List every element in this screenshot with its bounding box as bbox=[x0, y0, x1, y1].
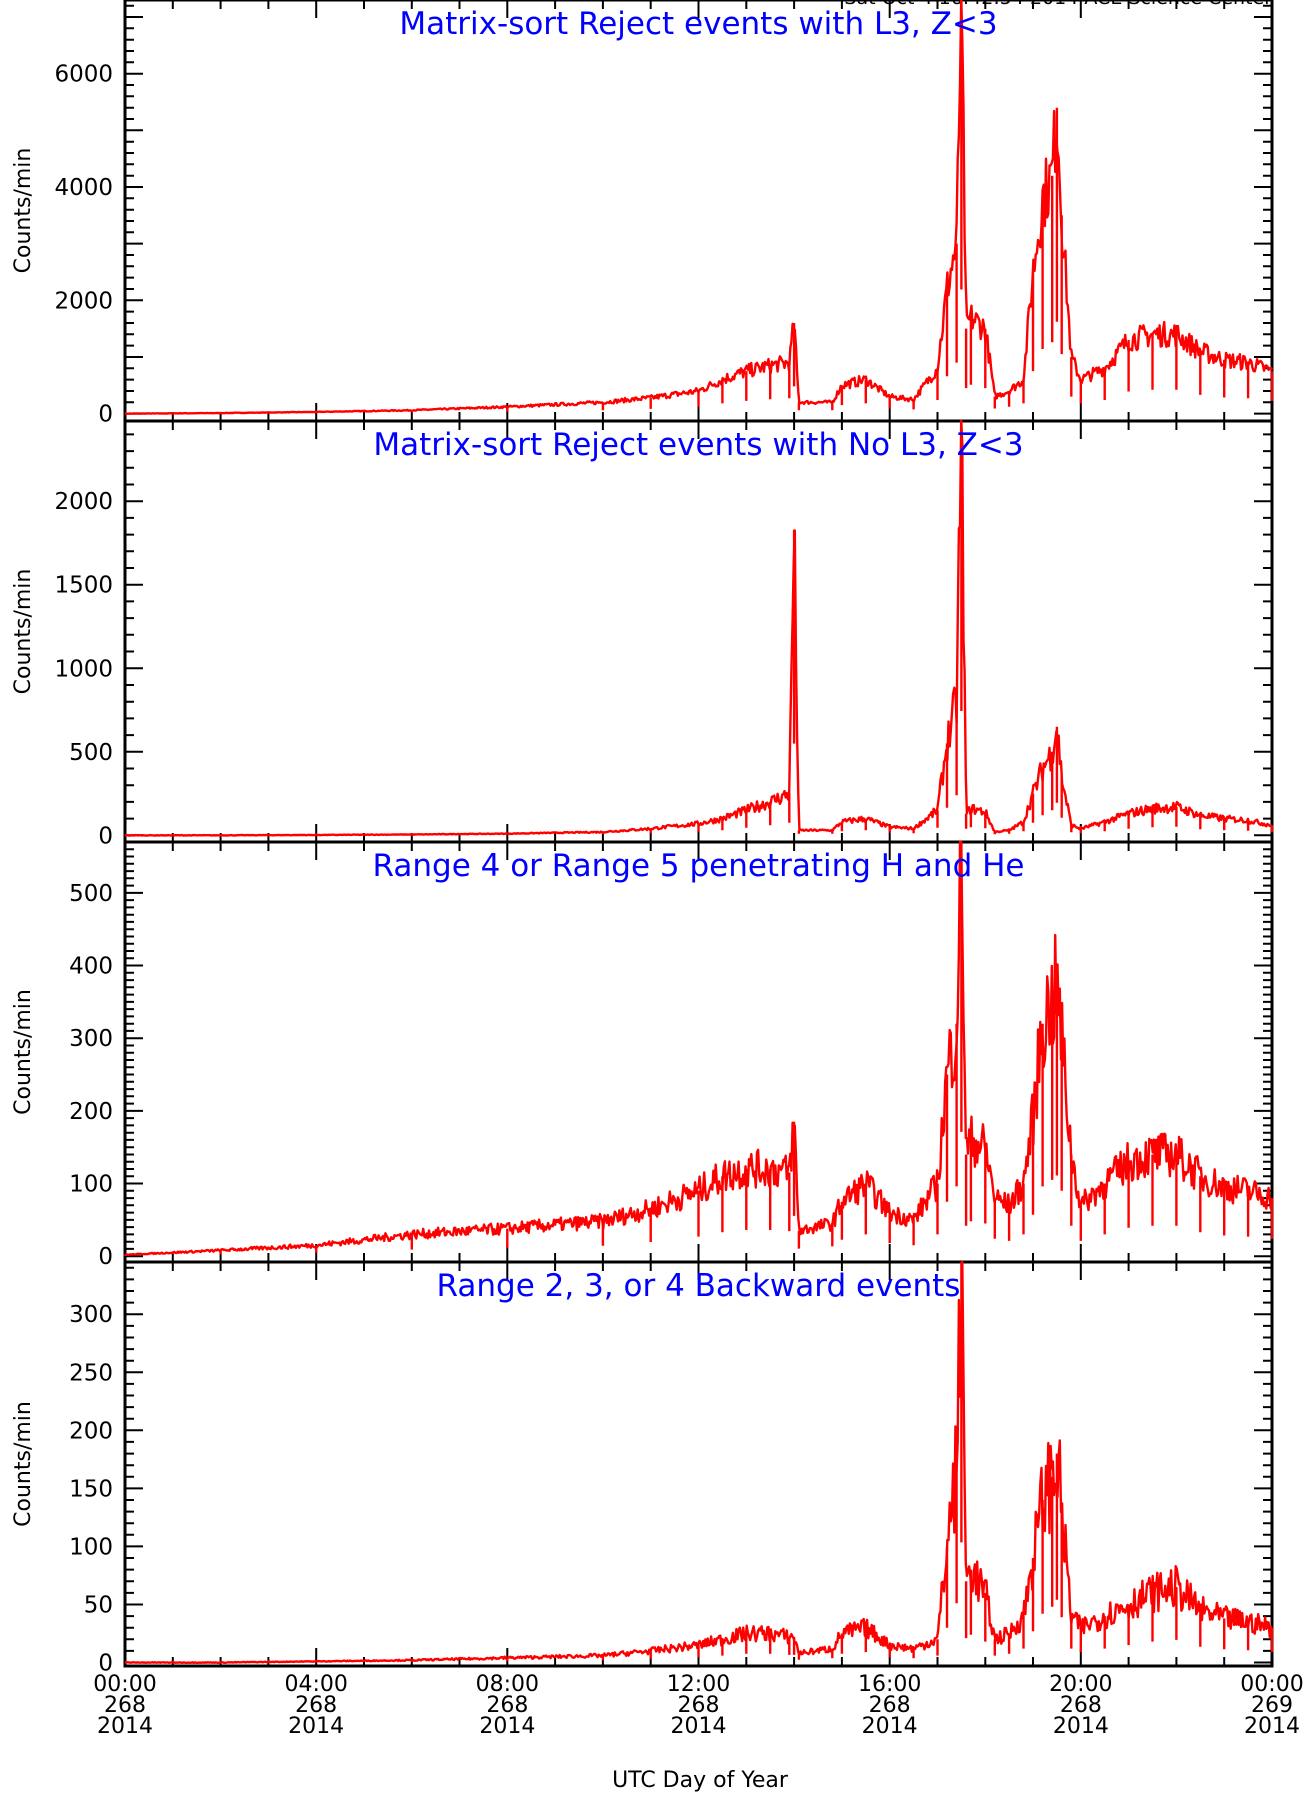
y-tick-label: 400 bbox=[69, 954, 113, 980]
x-tick-text: 268 bbox=[869, 1693, 911, 1718]
chart-panel-2: 0 500 1000 1500 2000 Counts/min Matrix-sort Re… bbox=[11, 419, 1274, 849]
y-tick-label: 300 bbox=[69, 1302, 113, 1328]
y-axis-label: Counts/min bbox=[11, 569, 36, 695]
y-tick-label: 100 bbox=[69, 1534, 113, 1560]
x-tick-text: 269 bbox=[1251, 1693, 1293, 1718]
y-tick-label: 150 bbox=[69, 1476, 113, 1502]
x-tick-text: 16:00 bbox=[858, 1672, 921, 1697]
plot-frame bbox=[123, 0, 1274, 423]
y-tick-label: 0 bbox=[98, 1244, 113, 1270]
y-tick-label: 1500 bbox=[54, 573, 113, 599]
series-peaks bbox=[315, 1262, 1274, 1663]
y-tick-label: 300 bbox=[69, 1026, 113, 1052]
y-tick-label: 200 bbox=[69, 1418, 113, 1444]
series-peaks bbox=[219, 0, 1274, 414]
y-tick-label: 2000 bbox=[54, 489, 113, 515]
y-tick-label: 6000 bbox=[54, 62, 113, 88]
x-tick-text: 2014 bbox=[97, 1714, 153, 1739]
x-tick-text: 268 bbox=[486, 1693, 528, 1718]
x-tick-text: 00:00 bbox=[1240, 1672, 1303, 1697]
x-axis-label: UTC Day of Year bbox=[612, 1768, 789, 1793]
x-tick-text: 20:00 bbox=[1049, 1672, 1112, 1697]
y-tick-label: 0 bbox=[98, 1651, 113, 1677]
x-tick-text: 2014 bbox=[862, 1714, 918, 1739]
x-tick-text: 268 bbox=[678, 1693, 720, 1718]
x-tick-text: 268 bbox=[104, 1693, 146, 1718]
chart-panel-3: 0 100 200 300 400 500 Counts/min Range 4 or Ran… bbox=[11, 840, 1274, 1270]
x-tick-text: 04:00 bbox=[284, 1672, 347, 1697]
x-axis-tick-labels: 00:00268201404:00268201408:00268201412:0… bbox=[93, 1672, 1303, 1739]
x-tick-text: 12:00 bbox=[667, 1672, 730, 1697]
panel-title: Matrix-sort Reject events with No L3, Z<… bbox=[373, 427, 1023, 463]
x-tick-text: 268 bbox=[1060, 1693, 1102, 1718]
y-tick-label: 50 bbox=[84, 1592, 113, 1618]
y-axis-label: Counts/min bbox=[11, 148, 36, 274]
series-peaks bbox=[315, 421, 1274, 836]
panel-title: Range 4 or Range 5 penetrating H and He bbox=[373, 848, 1025, 884]
plot-frame bbox=[123, 419, 1274, 844]
axis-tick-marks bbox=[125, 1262, 1272, 1666]
y-tick-label: 1000 bbox=[54, 656, 113, 682]
series-line bbox=[124, 0, 1274, 415]
y-tick-label: 100 bbox=[69, 1172, 113, 1198]
axis-tick-marks bbox=[125, 0, 1272, 421]
plot-frame bbox=[123, 1260, 1274, 1668]
y-tick-label: 0 bbox=[98, 823, 113, 849]
header-timestamp: Sat Oct 4 16:42:54 2014 ACE Science Cent… bbox=[844, 0, 1272, 9]
x-tick-text: 08:00 bbox=[476, 1672, 539, 1697]
x-tick-text: 2014 bbox=[1244, 1714, 1300, 1739]
chart-panel-4: 0 50 100 150 200 250 300 Counts/min Range 2, 3, … bbox=[11, 1260, 1274, 1677]
chart-panel-1: 0 2000 4000 6000 Counts/min Matrix-sort Rejec… bbox=[11, 0, 1274, 428]
series-peaks bbox=[123, 842, 1274, 1256]
y-tick-label: 500 bbox=[69, 881, 113, 907]
panel-title: Matrix-sort Reject events with L3, Z<3 bbox=[399, 6, 997, 42]
y-tick-label: 200 bbox=[69, 1099, 113, 1125]
x-tick-text: 2014 bbox=[288, 1714, 344, 1739]
series-line bbox=[124, 419, 1273, 837]
y-tick-label: 4000 bbox=[54, 175, 113, 201]
y-tick-label: 0 bbox=[98, 402, 113, 428]
y-axis-label: Counts/min bbox=[11, 1401, 36, 1527]
y-tick-label: 2000 bbox=[54, 288, 113, 314]
x-tick-text: 268 bbox=[295, 1693, 337, 1718]
y-tick-label: 500 bbox=[69, 740, 113, 766]
series-line bbox=[124, 1260, 1274, 1665]
x-tick-text: 2014 bbox=[1053, 1714, 1109, 1739]
x-tick-text: 2014 bbox=[671, 1714, 727, 1739]
y-axis-label: Counts/min bbox=[11, 989, 36, 1115]
panel-title: Range 2, 3, or 4 Backward events bbox=[437, 1268, 961, 1304]
y-tick-label: 250 bbox=[69, 1360, 113, 1386]
x-tick-text: 00:00 bbox=[93, 1672, 156, 1697]
axis-tick-marks bbox=[125, 421, 1272, 842]
x-tick-text: 2014 bbox=[479, 1714, 535, 1739]
